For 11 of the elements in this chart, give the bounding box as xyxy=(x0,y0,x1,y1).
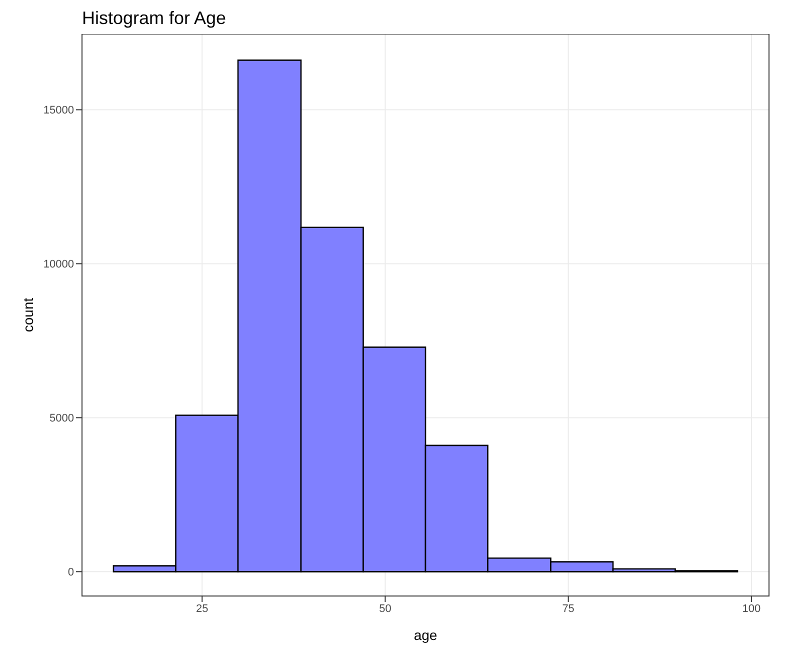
y-tick-label: 10000 xyxy=(43,258,74,271)
y-tick-label: 5000 xyxy=(50,412,74,425)
x-axis-title: age xyxy=(414,627,438,643)
y-tick-label: 15000 xyxy=(43,104,74,117)
x-tick-label: 75 xyxy=(562,602,574,615)
x-tick-label: 25 xyxy=(196,602,208,615)
y-axis-title: count xyxy=(20,298,36,332)
x-tick-label: 100 xyxy=(742,602,761,615)
chart-title: Histogram for Age xyxy=(82,8,228,30)
y-tick-label: 0 xyxy=(68,566,74,579)
x-tick-label: 50 xyxy=(379,602,392,615)
